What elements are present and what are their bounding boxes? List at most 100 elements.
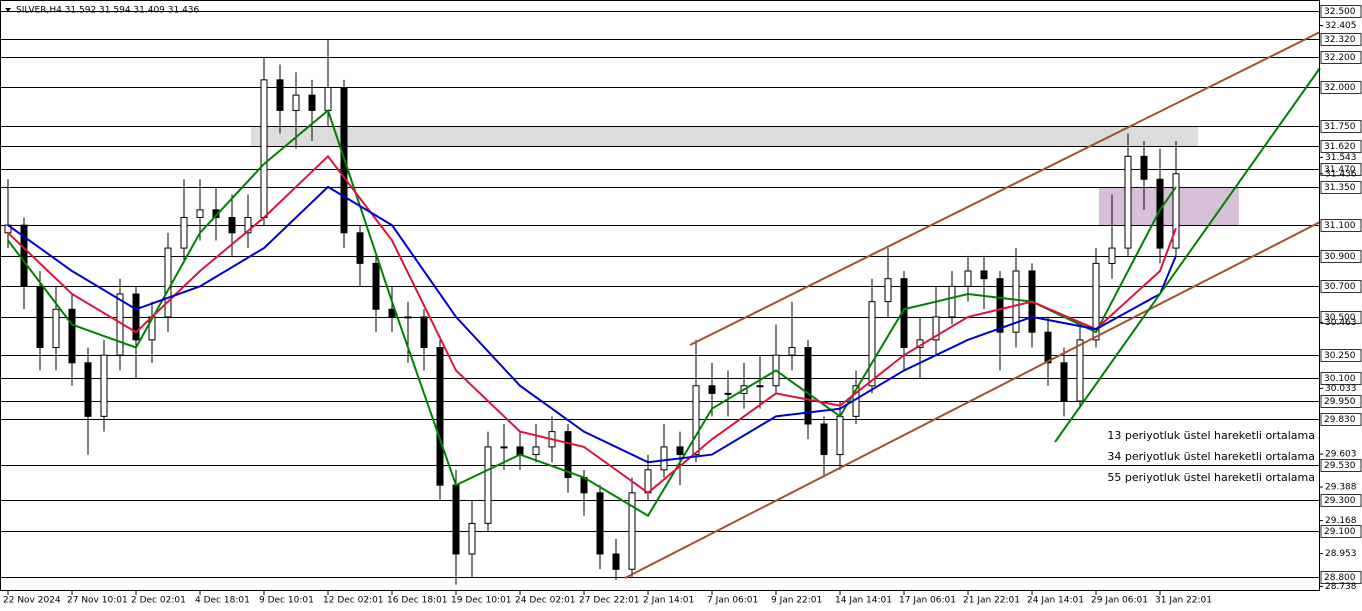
level-label-box (1320, 459, 1362, 472)
y-tick-label: 32.405 (1325, 21, 1357, 31)
x-tick-label: 7 Jan 06:01 (707, 596, 758, 606)
candle-body (1076, 339, 1084, 402)
level-label-box (1320, 33, 1362, 46)
candle-body (228, 216, 236, 234)
candle-body (404, 316, 412, 319)
candle-body (52, 308, 60, 349)
chart-title: SILVER,H4 31.592 31.594 31.409 31.436 (16, 6, 200, 16)
level-label: 32.000 (1324, 83, 1356, 93)
level-label-box (1320, 494, 1362, 507)
x-tick-label: 29 Jan 06:01 (1091, 596, 1148, 606)
level-label: 30.900 (1324, 252, 1356, 262)
candle-body (260, 79, 268, 218)
candle-body (980, 270, 988, 280)
candle-body (932, 316, 940, 341)
level-label: 31.100 (1324, 221, 1356, 231)
menu-arrow (5, 8, 11, 12)
candle-body (1140, 155, 1148, 180)
x-tick-label: 2 Dec 02:01 (131, 596, 186, 606)
candle-body (164, 247, 172, 318)
y-tick-label: 29.603 (1325, 450, 1357, 460)
candle-body (292, 94, 300, 111)
x-tick-label: 2 Jan 14:01 (643, 596, 694, 606)
candle-body (308, 94, 316, 111)
candles (4, 40, 1180, 585)
level-label: 31.470 (1324, 165, 1356, 175)
level-label-box (1320, 413, 1362, 426)
level-label: 30.500 (1324, 313, 1356, 323)
candle-body (1092, 262, 1100, 341)
candle-body (1124, 155, 1132, 249)
candle-body (1060, 362, 1068, 402)
level-label: 32.320 (1324, 35, 1356, 45)
candle-body (836, 415, 844, 456)
candle-body (36, 285, 44, 349)
candle-body (132, 293, 140, 341)
candle-body (724, 392, 732, 395)
candle-body (468, 522, 476, 555)
candle-body (436, 347, 444, 486)
y-tick-label: 31.543 (1325, 153, 1357, 163)
candle-body (708, 385, 716, 394)
candle-body (100, 354, 108, 417)
candle-body (1012, 270, 1020, 333)
candle-body (644, 469, 652, 494)
level-label: 29.300 (1324, 496, 1356, 506)
channel-upper (689, 31, 1321, 346)
candle-body (692, 385, 700, 456)
level-label: 30.250 (1324, 351, 1356, 361)
candle-body (420, 316, 428, 349)
level-label-box (1320, 349, 1362, 362)
level-label: 29.100 (1324, 527, 1356, 537)
candle-body (1108, 247, 1116, 264)
level-label-box (1320, 395, 1362, 408)
level-label-box (1320, 51, 1362, 64)
y-tick-label: 31.436 (1325, 169, 1357, 179)
ema-line (7, 185, 1177, 464)
candle-body (372, 262, 380, 310)
level-label: 29.950 (1324, 397, 1356, 407)
candle-body (660, 446, 668, 471)
candle-body (676, 446, 684, 456)
x-tick-label: 14 Jan 14:01 (835, 596, 892, 606)
x-tick-label: 16 Dec 18:01 (387, 596, 448, 606)
level-label-box (1320, 372, 1362, 385)
level-label-box (1320, 140, 1362, 153)
candle-body (84, 362, 92, 417)
level-label-box (1320, 181, 1362, 194)
candle-body (1044, 331, 1052, 364)
level-label: 28.800 (1324, 573, 1356, 583)
x-tick-label: 27 Nov 10:01 (67, 596, 128, 606)
level-label: 32.200 (1324, 53, 1356, 63)
candle-body (564, 431, 572, 479)
level-label: 31.750 (1324, 122, 1356, 132)
level-label-box (1320, 163, 1362, 176)
y-tick-label: 29.168 (1325, 516, 1357, 526)
candle-body (788, 347, 796, 356)
level-label-box (1320, 525, 1362, 538)
x-tick-label: 9 Jan 22:01 (771, 596, 822, 606)
y-tick-label: 30.033 (1325, 384, 1357, 394)
level-label: 31.350 (1324, 183, 1356, 193)
candle-body (628, 492, 636, 570)
candle-body (452, 484, 460, 555)
legend-entry: 55 periyotluk üstel hareketli ortalama (1107, 471, 1315, 484)
candle-body (276, 79, 284, 111)
level-label-box (1320, 81, 1362, 94)
candle-body (516, 446, 524, 456)
levels (0, 11, 1320, 578)
level-label-box (1320, 280, 1362, 293)
candle-body (868, 301, 876, 387)
legend-entry: 13 periyotluk üstel hareketli ortalama (1107, 429, 1315, 442)
ema-lines (7, 108, 1177, 518)
x-tick-label: 31 Jan 22:01 (1155, 596, 1212, 606)
candle-body (996, 278, 1004, 333)
candle-body (324, 86, 332, 111)
x-tick-label: 12 Dec 02:01 (323, 596, 384, 606)
level-label: 29.830 (1324, 415, 1356, 425)
x-tick-label: 19 Dec 10:01 (451, 596, 512, 606)
candle-body (884, 278, 892, 303)
candle-body (948, 285, 956, 318)
